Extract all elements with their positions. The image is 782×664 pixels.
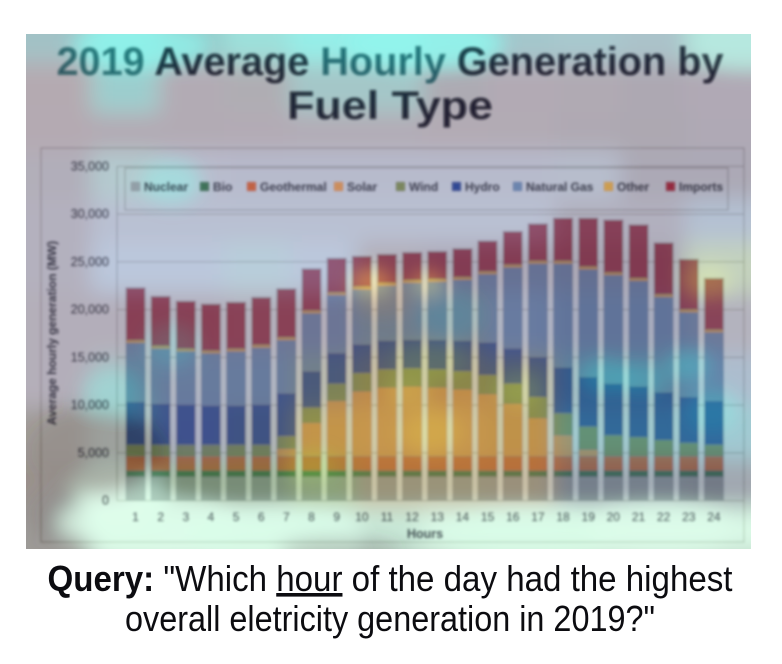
svg-text:10,000: 10,000 [71,398,109,412]
svg-text:Natural Gas: Natural Gas [526,180,594,194]
svg-text:9: 9 [333,510,340,524]
svg-text:2: 2 [157,510,164,524]
svg-text:21: 21 [632,510,646,524]
svg-text:16: 16 [506,510,520,524]
svg-text:20: 20 [607,510,621,524]
svg-text:23: 23 [682,510,696,524]
svg-text:4: 4 [208,510,215,524]
svg-text:19: 19 [582,510,596,524]
svg-text:15: 15 [481,510,495,524]
svg-text:18: 18 [556,510,570,524]
svg-text:14: 14 [456,510,470,524]
svg-text:15,000: 15,000 [71,350,109,364]
svg-text:Query: "Which hour of the day: Query: "Which hour of the day had the hi… [48,558,733,599]
svg-text:8: 8 [308,510,315,524]
svg-text:Average hourly generation (MW): Average hourly generation (MW) [45,241,59,425]
svg-text:11: 11 [381,510,394,524]
svg-text:Nuclear: Nuclear [144,180,188,194]
svg-text:Wind: Wind [409,180,438,194]
svg-text:Bio: Bio [213,180,232,194]
svg-text:Solar: Solar [347,180,377,194]
svg-text:13: 13 [431,510,445,524]
svg-text:Imports: Imports [679,180,723,194]
svg-text:1: 1 [132,510,139,524]
svg-text:Geothermal: Geothermal [260,180,327,194]
svg-text:6: 6 [258,510,265,524]
svg-text:0: 0 [102,494,109,508]
svg-text:Other: Other [617,180,649,194]
svg-text:Hours: Hours [407,527,443,541]
svg-text:25,000: 25,000 [71,255,109,269]
svg-text:3: 3 [182,510,189,524]
svg-text:Fuel Type: Fuel Type [287,84,493,128]
svg-text:20,000: 20,000 [71,303,109,317]
svg-text:22: 22 [657,510,671,524]
svg-text:24: 24 [707,510,721,524]
svg-text:30,000: 30,000 [71,207,109,221]
svg-text:5,000: 5,000 [78,446,109,460]
svg-text:7: 7 [283,510,290,524]
svg-text:overall eletricity generation: overall eletricity generation in 2019?" [125,598,655,639]
svg-text:35,000: 35,000 [71,159,109,173]
svg-text:5: 5 [233,510,240,524]
svg-text:12: 12 [405,510,419,524]
svg-text:Hydro: Hydro [465,180,500,194]
svg-text:17: 17 [531,510,545,524]
svg-text:2019 Average Hourly Generation: 2019 Average Hourly Generation by [57,40,725,84]
svg-text:10: 10 [355,510,369,524]
